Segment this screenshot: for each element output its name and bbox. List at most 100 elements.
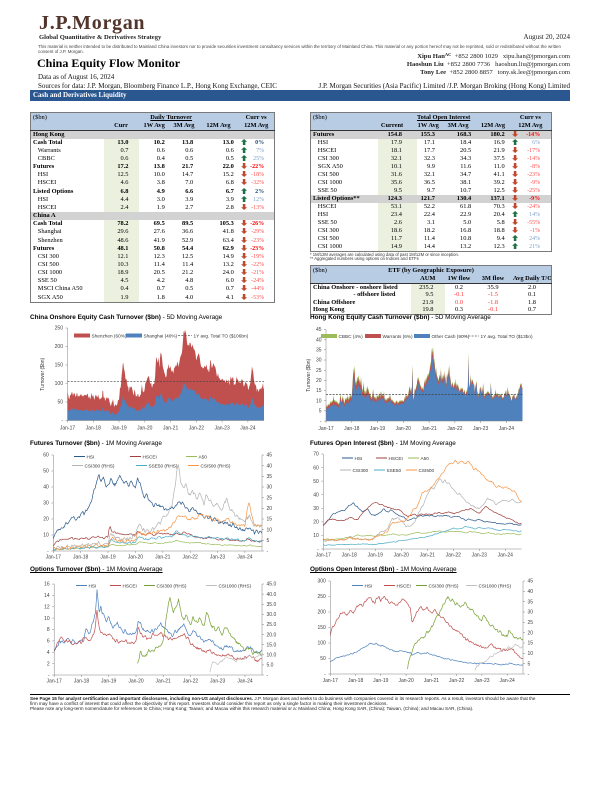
svg-text:CSI300: CSI300 xyxy=(353,468,369,473)
svg-text:8: 8 xyxy=(47,627,50,633)
svg-text:CSI500: CSI500 xyxy=(419,468,435,473)
svg-text:60: 60 xyxy=(43,453,49,459)
svg-text:10: 10 xyxy=(44,616,50,622)
svg-text:50: 50 xyxy=(313,479,319,485)
svg-text:Jan-22: Jan-22 xyxy=(183,555,199,561)
svg-text:Jan-22: Jan-22 xyxy=(446,553,462,559)
svg-text:25: 25 xyxy=(528,620,534,626)
svg-text:35: 35 xyxy=(528,599,534,605)
svg-text:4: 4 xyxy=(47,650,50,656)
svg-text:Jan-20: Jan-20 xyxy=(394,553,410,559)
svg-text:HSI: HSI xyxy=(365,583,373,588)
svg-text:Jan-23: Jan-23 xyxy=(472,553,488,559)
svg-text:A50: A50 xyxy=(199,454,208,459)
svg-text:12: 12 xyxy=(44,605,50,611)
svg-text:Jan-22: Jan-22 xyxy=(447,426,463,432)
svg-text:20: 20 xyxy=(313,520,319,526)
svg-text:Jan-22: Jan-22 xyxy=(449,678,465,684)
svg-text:Jan-18: Jan-18 xyxy=(86,426,102,432)
svg-text:20: 20 xyxy=(267,506,273,512)
svg-text:45.0: 45.0 xyxy=(267,582,277,588)
svg-text:60: 60 xyxy=(313,465,319,471)
svg-text:50: 50 xyxy=(320,656,326,662)
svg-text:10: 10 xyxy=(43,533,49,539)
svg-text:100: 100 xyxy=(55,381,64,387)
svg-text:5.0: 5.0 xyxy=(267,663,274,669)
svg-text:Jan-19: Jan-19 xyxy=(111,426,127,432)
svg-text:Turnover ($bn): Turnover ($bn) xyxy=(306,358,312,391)
svg-text:45: 45 xyxy=(267,453,273,459)
svg-text:Turnover ($bn): Turnover ($bn) xyxy=(40,357,46,390)
svg-text:-: - xyxy=(267,549,269,555)
svg-text:14: 14 xyxy=(44,593,50,599)
svg-text:Jan-20: Jan-20 xyxy=(398,678,414,684)
svg-text:HSCEI: HSCEI xyxy=(143,454,157,459)
svg-text:A50: A50 xyxy=(421,456,430,461)
svg-text:Jan-24: Jan-24 xyxy=(498,553,514,559)
svg-text:CSI300 (RHS): CSI300 (RHS) xyxy=(157,583,187,588)
svg-text:70: 70 xyxy=(313,452,319,458)
svg-text:10.0: 10.0 xyxy=(267,653,277,659)
svg-text:45: 45 xyxy=(528,579,534,585)
svg-text:30.0: 30.0 xyxy=(267,612,277,618)
svg-text:Jan-20: Jan-20 xyxy=(128,555,144,561)
svg-text:40: 40 xyxy=(313,492,319,498)
svg-text:20: 20 xyxy=(43,517,49,523)
svg-text:2: 2 xyxy=(47,661,50,667)
svg-text:Jan-23: Jan-23 xyxy=(210,679,226,685)
svg-text:40: 40 xyxy=(528,589,534,595)
svg-text:Jan-18: Jan-18 xyxy=(348,678,364,684)
svg-text:10: 10 xyxy=(528,651,534,657)
svg-text:Jan-23: Jan-23 xyxy=(473,426,489,432)
svg-text:Jan-17: Jan-17 xyxy=(316,553,332,559)
svg-text:CSI1000 (RHS): CSI1000 (RHS) xyxy=(479,583,512,588)
svg-text:Jan-24: Jan-24 xyxy=(237,679,253,685)
svg-text:30: 30 xyxy=(43,501,49,507)
svg-text:SSE50 (RHS): SSE50 (RHS) xyxy=(149,463,178,468)
svg-text:Jan-22: Jan-22 xyxy=(189,426,205,432)
svg-text:Other Cash (90%): Other Cash (90%) xyxy=(432,334,470,339)
svg-text:30: 30 xyxy=(313,506,319,512)
svg-text:CSI500 (RHS): CSI500 (RHS) xyxy=(201,463,231,468)
svg-text:Jan-21: Jan-21 xyxy=(156,679,172,685)
svg-text:15: 15 xyxy=(528,641,534,647)
svg-text:Jan-23: Jan-23 xyxy=(474,678,490,684)
svg-text:SSE50: SSE50 xyxy=(387,468,402,473)
svg-text:Jan-20: Jan-20 xyxy=(128,679,144,685)
svg-text:20.0: 20.0 xyxy=(267,632,277,638)
svg-text:300: 300 xyxy=(317,579,326,585)
svg-text:20: 20 xyxy=(528,630,534,636)
svg-text:40.0: 40.0 xyxy=(267,592,277,598)
svg-text:-: - xyxy=(48,673,50,679)
svg-text:30: 30 xyxy=(267,485,273,491)
svg-text:Jan-18: Jan-18 xyxy=(344,426,360,432)
svg-text:Jan-21: Jan-21 xyxy=(163,426,179,432)
svg-text:200: 200 xyxy=(317,610,326,616)
svg-text:100: 100 xyxy=(317,641,326,647)
svg-text:50: 50 xyxy=(57,400,63,406)
svg-text:HSI: HSI xyxy=(355,456,363,461)
svg-text:40: 40 xyxy=(43,485,49,491)
svg-text:-: - xyxy=(47,549,49,555)
svg-text:HSCEI: HSCEI xyxy=(123,583,137,588)
svg-text:CBBC (4%): CBBC (4%) xyxy=(339,334,364,339)
svg-text:Jan-17: Jan-17 xyxy=(323,678,339,684)
svg-text:1Y avg. Total TO ($106bn): 1Y avg. Total TO ($106bn) xyxy=(194,333,249,338)
svg-text:25: 25 xyxy=(267,495,273,501)
svg-text:Jan-21: Jan-21 xyxy=(155,555,171,561)
svg-text:25: 25 xyxy=(316,368,322,374)
svg-text:Jan-24: Jan-24 xyxy=(237,555,253,561)
svg-text:Jan-21: Jan-21 xyxy=(420,553,436,559)
svg-text:50: 50 xyxy=(43,469,49,475)
svg-text:Jan-24: Jan-24 xyxy=(240,426,256,432)
svg-text:HSCEI: HSCEI xyxy=(397,583,411,588)
svg-text:1Y avg. Total TO ($13bn): 1Y avg. Total TO ($13bn) xyxy=(481,334,533,339)
svg-text:CSI300 (RHS): CSI300 (RHS) xyxy=(85,463,115,468)
svg-text:Jan-18: Jan-18 xyxy=(73,555,89,561)
svg-text:Jan-19: Jan-19 xyxy=(373,678,389,684)
svg-text:15: 15 xyxy=(316,388,322,394)
svg-text:Jan-24: Jan-24 xyxy=(500,678,516,684)
svg-text:5: 5 xyxy=(267,538,270,544)
svg-text:30: 30 xyxy=(528,610,534,616)
svg-text:-: - xyxy=(320,419,322,425)
